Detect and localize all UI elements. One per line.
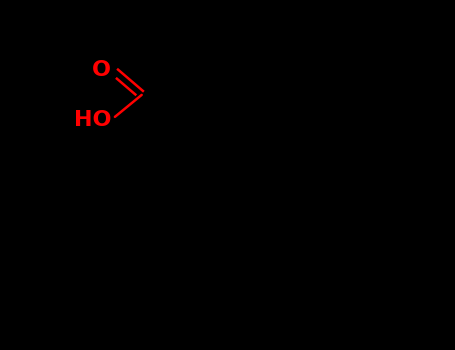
Text: O: O	[92, 60, 111, 80]
Text: HO: HO	[74, 110, 111, 130]
